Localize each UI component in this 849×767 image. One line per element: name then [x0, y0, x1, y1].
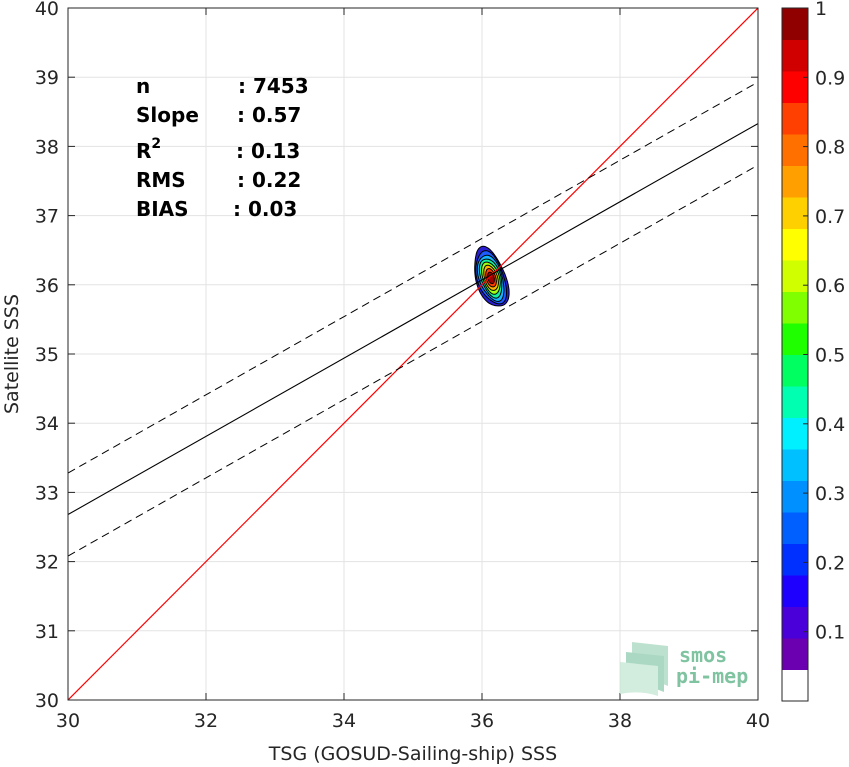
colorbar-segment	[782, 669, 808, 702]
y-tick-label: 40	[35, 0, 59, 20]
colorbar-tick-label: 0.4	[815, 414, 845, 436]
reference-lines	[68, 8, 758, 700]
colorbar-tick-label: 0.6	[815, 275, 845, 297]
colorbar-segment	[782, 354, 808, 387]
y-tick-label: 39	[35, 67, 59, 89]
y-tick-label: 37	[35, 206, 59, 228]
stat-n-label: n	[136, 74, 150, 98]
colorbar-segment	[782, 449, 808, 481]
colorbar-segment	[782, 71, 808, 103]
stat-r2-superscript: 2	[151, 136, 161, 152]
confidence-line	[68, 81, 758, 474]
colorbar-tick-label: 0.7	[815, 206, 845, 228]
colorbar-segment	[782, 197, 808, 229]
x-axis-label: TSG (GOSUD-Sailing-ship) SSS	[268, 743, 557, 765]
regression-line	[68, 123, 758, 516]
x-tick-label: 40	[746, 710, 770, 732]
wave-icon	[620, 642, 668, 696]
y-tick-label: 30	[35, 690, 59, 712]
colorbar-segment	[782, 606, 808, 639]
colorbar-segment	[782, 291, 808, 324]
stat-slope-value: : 0.57	[237, 103, 301, 127]
y-tick-label: 31	[35, 621, 59, 643]
colorbar-segment	[782, 512, 808, 544]
stat-bias-label: BIAS	[136, 197, 189, 221]
stat-r2-value: : 0.13	[236, 139, 300, 163]
y-tick-label: 33	[35, 482, 59, 504]
stat-slope-label: Slope	[136, 103, 199, 127]
y-axis-ticks: 30 31 32 33 34 35 36 37 38 39 40	[35, 0, 758, 712]
y-tick-label: 32	[35, 552, 59, 574]
x-tick-label: 38	[608, 710, 632, 732]
colorbar-tick-label: 0.1	[815, 622, 845, 644]
x-tick-label: 34	[332, 710, 356, 732]
identity-line	[68, 8, 758, 700]
colorbar-tick-label: 1	[815, 0, 827, 20]
colorbar-tick-label: 0.8	[815, 137, 845, 159]
logo-line1: smos	[679, 643, 727, 667]
density-contours	[474, 245, 510, 307]
colorbar-ticks: 0.1 0.2 0.3 0.4 0.5 0.6 0.7 0.8 0.9 1	[803, 0, 845, 644]
stats-box: n : 7453 Slope : 0.57 R2 : 0.13 RMS : 0.…	[136, 74, 309, 221]
x-tick-label: 30	[56, 710, 80, 732]
confidence-line	[68, 164, 758, 557]
colorbar-segment	[782, 134, 808, 166]
colorbar-segment	[782, 260, 808, 292]
y-tick-label: 36	[35, 275, 59, 297]
colorbar-segment	[782, 228, 808, 261]
colorbar-tick-label: 0.3	[815, 483, 845, 505]
colorbar-segment	[782, 386, 808, 418]
y-tick-label: 35	[35, 344, 59, 366]
colorbar-tick-label: 0.5	[815, 345, 845, 367]
logo-line2: pi-mep	[676, 664, 748, 688]
y-tick-label: 34	[35, 413, 59, 435]
smos-pi-mep-logo: smos pi-mep	[620, 642, 748, 696]
colorbar-segment	[782, 323, 808, 355]
colorbar-tick-label: 0.2	[815, 552, 845, 574]
stat-r2-label: R2	[136, 136, 161, 163]
colorbar-segment	[782, 165, 808, 198]
y-axis-label: Satellite SSS	[1, 294, 23, 414]
grid	[68, 8, 758, 700]
stat-rms-value: : 0.22	[237, 168, 301, 192]
stat-n-value: : 7453	[238, 74, 309, 98]
stat-r2-base: R	[136, 139, 151, 163]
colorbar-segment	[782, 417, 808, 450]
stat-rms-label: RMS	[136, 168, 186, 192]
colorbar-segment	[782, 543, 808, 576]
colorbar-segment	[782, 480, 808, 513]
y-tick-label: 38	[35, 136, 59, 158]
colorbar-segment	[782, 8, 808, 40]
colorbar-segment	[782, 102, 808, 135]
colorbar-segment	[782, 638, 808, 670]
colorbar-tick-label: 0.9	[815, 67, 845, 89]
x-axis-ticks: 30 32 34 36 38 40	[56, 8, 770, 732]
stat-bias-value: : 0.03	[233, 197, 297, 221]
colorbar-segment	[782, 575, 808, 607]
colorbar-segment	[782, 39, 808, 72]
x-tick-label: 32	[194, 710, 218, 732]
x-tick-label: 36	[470, 710, 494, 732]
colorbar	[782, 8, 808, 702]
